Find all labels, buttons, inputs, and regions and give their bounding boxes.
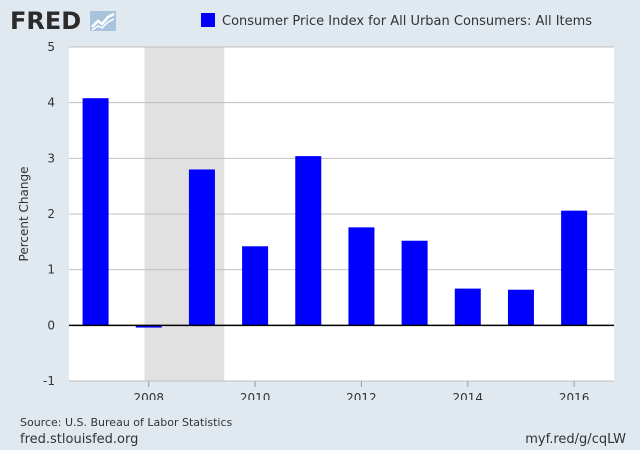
y-axis-label: Percent Change bbox=[17, 167, 31, 262]
x-tick-label: 2016 bbox=[559, 391, 590, 400]
y-tick-label: 0 bbox=[47, 318, 55, 332]
y-tick-label: 4 bbox=[47, 96, 55, 110]
y-tick-label: 2 bbox=[47, 207, 55, 221]
bar bbox=[454, 288, 481, 326]
legend-label: Consumer Price Index for All Urban Consu… bbox=[222, 14, 592, 29]
bar bbox=[507, 289, 534, 326]
bar bbox=[348, 227, 375, 326]
y-tick-label: -1 bbox=[43, 374, 55, 388]
bar bbox=[295, 156, 322, 326]
bar bbox=[401, 240, 428, 326]
bar bbox=[135, 325, 162, 328]
bar bbox=[188, 169, 215, 326]
x-tick-label: 2014 bbox=[453, 391, 484, 400]
fred-graph-icon bbox=[90, 11, 116, 31]
x-tick-label: 2012 bbox=[346, 391, 377, 400]
short-link[interactable]: myf.red/g/cqLW bbox=[525, 432, 626, 447]
y-tick-label: 1 bbox=[47, 263, 55, 277]
x-tick-label: 2010 bbox=[240, 391, 271, 400]
bar bbox=[561, 210, 588, 326]
x-tick-label: 2008 bbox=[133, 391, 164, 400]
y-tick-label: 5 bbox=[47, 40, 55, 54]
bar bbox=[82, 98, 109, 326]
legend-swatch bbox=[201, 13, 215, 27]
legend: Consumer Price Index for All Urban Consu… bbox=[201, 13, 592, 29]
y-tick-label: 3 bbox=[47, 151, 55, 165]
fred-logo-text: FRED bbox=[10, 7, 82, 35]
site-url[interactable]: fred.stlouisfed.org bbox=[20, 432, 139, 447]
source-note: Source: U.S. Bureau of Labor Statistics bbox=[20, 416, 233, 429]
bar bbox=[242, 246, 269, 326]
cpi-bar-chart: -1 0 1 2 3 4 5 2008 2010 2012 2014 2016 Percent Chan… bbox=[17, 13, 614, 400]
